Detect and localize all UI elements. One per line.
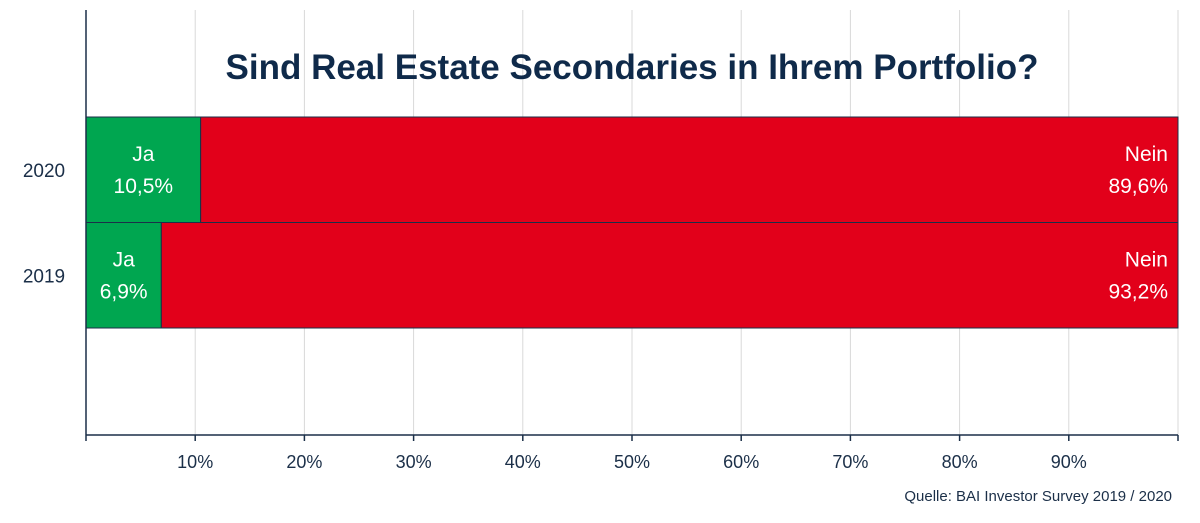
x-tick-label: 30% xyxy=(396,452,432,472)
x-tick-label: 40% xyxy=(505,452,541,472)
chart-title: Sind Real Estate Secondaries in Ihrem Po… xyxy=(225,48,1039,87)
bar-segment xyxy=(85,222,162,329)
bar-segment xyxy=(200,116,1179,223)
x-tick-label: 10% xyxy=(177,452,213,472)
bar-value-label: 10,5% xyxy=(114,175,174,198)
bar-value-label: 89,6% xyxy=(1108,175,1168,198)
x-tick-label: 80% xyxy=(942,452,978,472)
bar-value-label: 93,2% xyxy=(1108,281,1168,304)
bar-segment xyxy=(85,116,202,223)
x-tick-label: 60% xyxy=(723,452,759,472)
x-tick-label: 90% xyxy=(1051,452,1087,472)
bar-series-label: Nein xyxy=(1125,143,1168,166)
source-note: Quelle: BAI Investor Survey 2019 / 2020 xyxy=(904,488,1172,505)
bar-series-label: Nein xyxy=(1125,249,1168,272)
x-tick-label: 50% xyxy=(614,452,650,472)
bar-series-label: Ja xyxy=(113,249,136,272)
x-tick-label: 70% xyxy=(832,452,868,472)
bar-segment xyxy=(160,222,1179,329)
x-tick-label: 20% xyxy=(286,452,322,472)
category-label: 2020 xyxy=(23,161,65,182)
bar-value-label: 6,9% xyxy=(100,281,148,304)
bar-series-label: Ja xyxy=(132,143,155,166)
category-label: 2019 xyxy=(23,266,65,287)
